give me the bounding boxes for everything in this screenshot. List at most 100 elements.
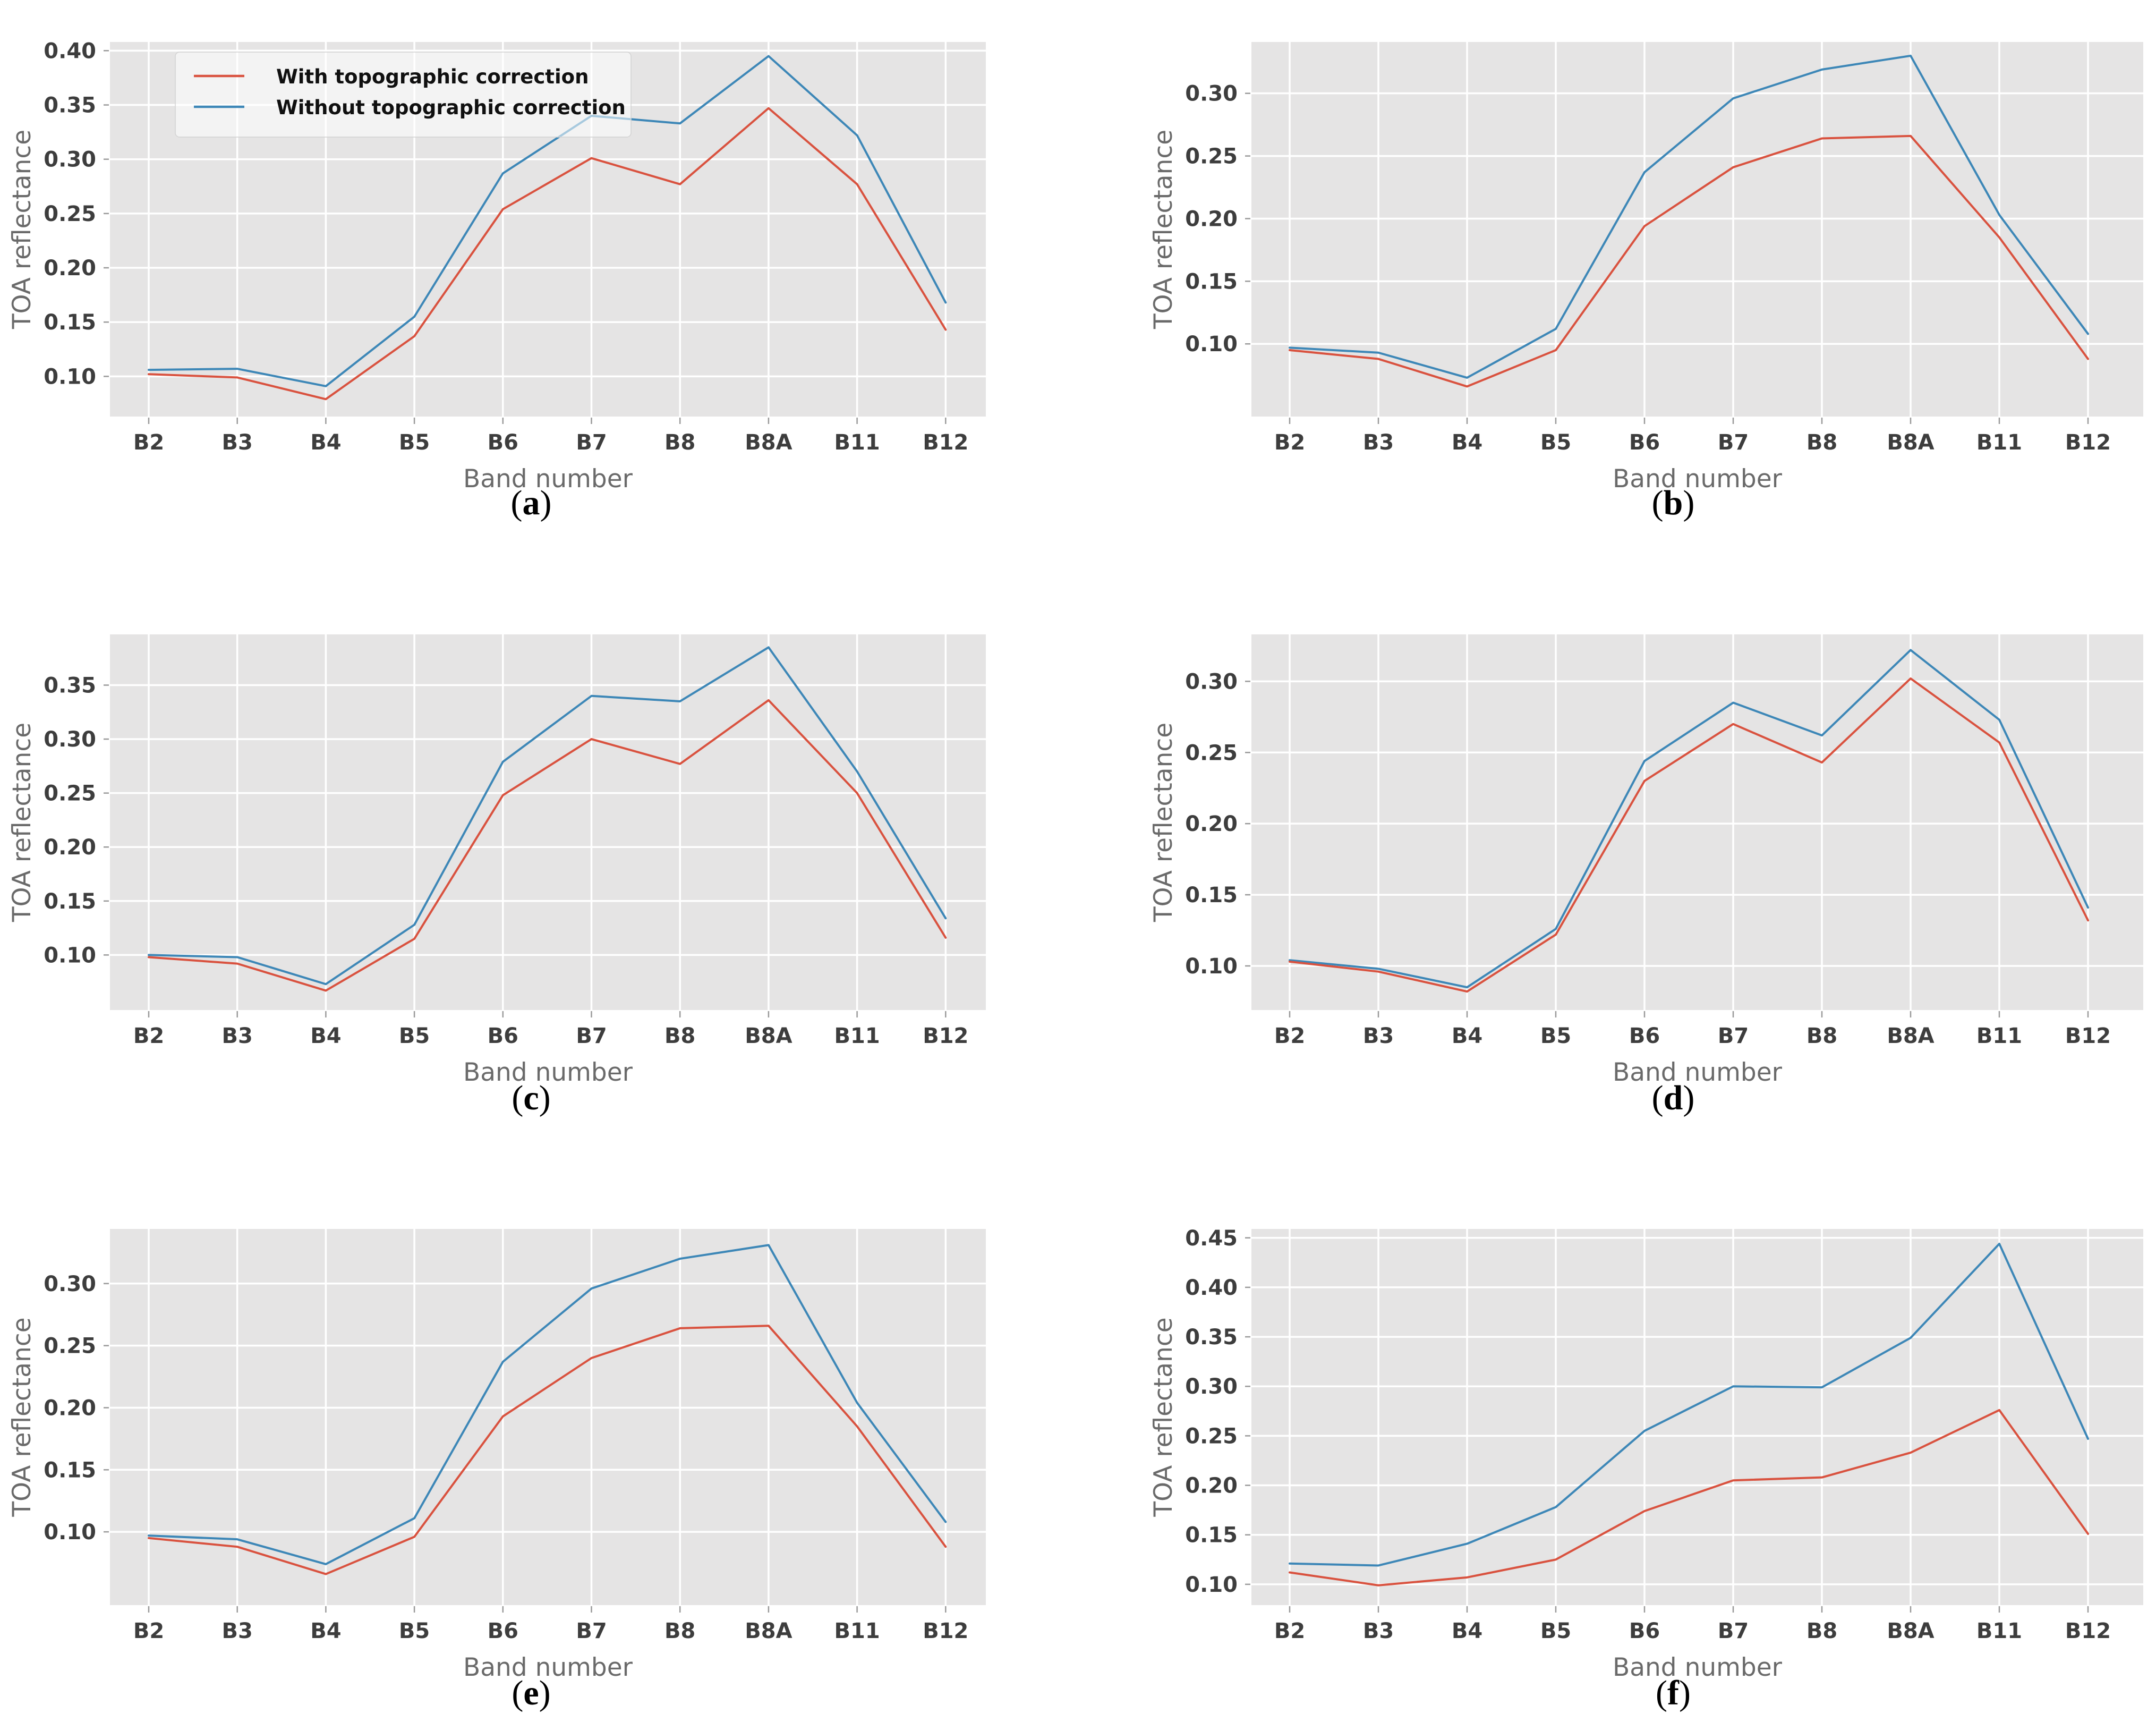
with-correction-line — [148, 107, 947, 401]
y-tick-label: 0.20 — [44, 256, 96, 281]
x-tick-label: B6 — [1629, 430, 1660, 455]
caption-b-open: ( — [1651, 483, 1664, 522]
x-tick-label: B4 — [1452, 430, 1482, 455]
x-tick-label: B5 — [1540, 1024, 1571, 1048]
y-tick-label: 0.30 — [1185, 669, 1238, 694]
panel-b: 0.10 0.15 0.20 0.25 0.30 B2 B3 B4 B5 B6 B7 B8 B8A B11… — [1078, 0, 2156, 574]
x-tick-label: B2 — [133, 1024, 164, 1048]
y-axis-label: TOA reflectance — [1149, 130, 1178, 329]
x-tick-label: B5 — [399, 430, 430, 455]
x-tick-label: B5 — [1540, 430, 1571, 455]
caption-a-letter: a — [522, 483, 540, 522]
x-tick-label: B6 — [488, 1619, 518, 1643]
x-tick-label: B11 — [834, 430, 880, 455]
panel-c: 0.10 0.15 0.20 0.25 0.30 0.35 B2 B3 B4 B5 B6 B7 B8 B8… — [0, 574, 1078, 1148]
without-correction-line — [1289, 54, 2089, 379]
caption-f: (f) — [1514, 1675, 1833, 1711]
x-tick-label: B5 — [1540, 1619, 1571, 1643]
y-tick-label: 0.10 — [1185, 1573, 1238, 1597]
x-tick-label: B8 — [664, 430, 695, 455]
y-tick-label: 0.20 — [1185, 1474, 1238, 1498]
y-axis-label: TOA reflectance — [1149, 723, 1178, 922]
y-tick-label: 0.15 — [44, 889, 96, 914]
x-axis-label: Band number — [1613, 1058, 1783, 1087]
without-correction-line — [148, 1244, 947, 1565]
plot-area — [1251, 42, 2143, 417]
y-tick-label: 0.10 — [44, 364, 96, 389]
x-tick-label: B5 — [399, 1024, 430, 1048]
caption-f-open: ( — [1656, 1674, 1667, 1712]
x-tick-label: B8 — [1806, 430, 1837, 455]
y-tick-label: 0.10 — [44, 943, 96, 968]
panel-d: 0.10 0.15 0.20 0.25 0.30 B2 B3 B4 B5 B6 B7 B8 B8A B11… — [1078, 574, 2156, 1148]
x-tick-label: B7 — [1718, 430, 1749, 455]
legend-box — [175, 52, 632, 138]
x-tick-label: B8A — [1887, 430, 1934, 455]
y-tick-label: 0.25 — [1185, 741, 1238, 765]
x-tick-label: B2 — [133, 1619, 164, 1643]
x-tick-label: B8 — [664, 1024, 695, 1048]
y-tick-label: 0.15 — [1185, 269, 1238, 294]
caption-c-letter: c — [523, 1079, 539, 1117]
legend: With topographic correction Without topog… — [175, 52, 632, 138]
x-tick-label: B4 — [310, 430, 341, 455]
x-tick-label: B12 — [2065, 1619, 2111, 1643]
panel-f: 0.10 0.15 0.20 0.25 0.30 0.35 0.40 0.45 B2 B3 B4 B5… — [1078, 1148, 2156, 1722]
grid-lines — [110, 634, 986, 1010]
x-tick-label: B7 — [576, 1024, 607, 1048]
with-correction-line — [148, 1325, 947, 1575]
y-axis-label: TOA reflectance — [7, 723, 37, 922]
legend-without-label: Without topographic correction — [276, 96, 626, 119]
x-tick-label: B7 — [576, 1619, 607, 1643]
x-tick-label: B8A — [745, 1619, 792, 1643]
legend-with-label: With topographic correction — [276, 65, 589, 88]
y-tick-label: 0.25 — [1185, 1424, 1238, 1448]
y-tick-label: 0.40 — [1185, 1276, 1238, 1300]
caption-e: (e) — [372, 1675, 691, 1711]
y-tick-label: 0.25 — [1185, 145, 1238, 169]
x-tick-label: B8A — [1887, 1619, 1934, 1643]
with-correction-line — [1289, 134, 2089, 388]
caption-d-letter: d — [1663, 1079, 1683, 1117]
x-tick-label: B12 — [923, 1024, 968, 1048]
panel-e: 0.10 0.15 0.20 0.25 0.30 B2 B3 B4 B5 B6 B7 B8 B8A B11… — [0, 1148, 1078, 1722]
caption-f-close: ) — [1678, 1674, 1691, 1712]
x-tick-label: B4 — [1452, 1619, 1482, 1643]
x-tick-label: B12 — [923, 430, 968, 455]
tick-marks — [104, 50, 947, 424]
with-correction-line — [1289, 1409, 2089, 1587]
x-tick-label: B2 — [1274, 1619, 1305, 1643]
x-tick-label: B3 — [222, 430, 253, 455]
caption-a-open: ( — [510, 483, 523, 522]
y-tick-label: 0.20 — [44, 1396, 96, 1420]
x-tick-label: B11 — [1976, 1619, 2022, 1643]
y-tick-label: 0.30 — [1185, 82, 1238, 106]
caption-b-close: ) — [1683, 483, 1695, 522]
caption-d: (d) — [1514, 1080, 1833, 1116]
y-tick-label: 0.15 — [1185, 1523, 1238, 1548]
x-tick-label: B3 — [222, 1024, 253, 1048]
x-tick-label: B8A — [1887, 1024, 1934, 1048]
caption-b-letter: b — [1663, 483, 1683, 522]
tick-marks — [1245, 92, 2089, 424]
x-tick-label: B2 — [1274, 430, 1305, 455]
x-tick-label: B12 — [923, 1619, 968, 1643]
y-axis-label: TOA reflectance — [1149, 1317, 1178, 1517]
x-tick-label: B8 — [1806, 1619, 1837, 1643]
x-tick-label: B7 — [1718, 1024, 1749, 1048]
y-tick-label: 0.30 — [44, 727, 96, 752]
x-tick-label: B3 — [1363, 1024, 1394, 1048]
y-tick-label: 0.20 — [1185, 812, 1238, 836]
without-correction-line — [148, 55, 947, 387]
tick-marks — [1245, 1237, 2089, 1613]
grid-lines — [1251, 634, 2143, 1010]
y-tick-label: 0.15 — [1185, 883, 1238, 907]
y-tick-label: 0.35 — [44, 94, 96, 118]
x-tick-label: B2 — [1274, 1024, 1305, 1048]
caption-e-letter: e — [523, 1674, 539, 1712]
y-tick-label: 0.35 — [1185, 1325, 1238, 1350]
x-tick-label: B8 — [1806, 1024, 1837, 1048]
x-tick-label: B3 — [1363, 1619, 1394, 1643]
caption-c-close: ) — [539, 1079, 551, 1117]
